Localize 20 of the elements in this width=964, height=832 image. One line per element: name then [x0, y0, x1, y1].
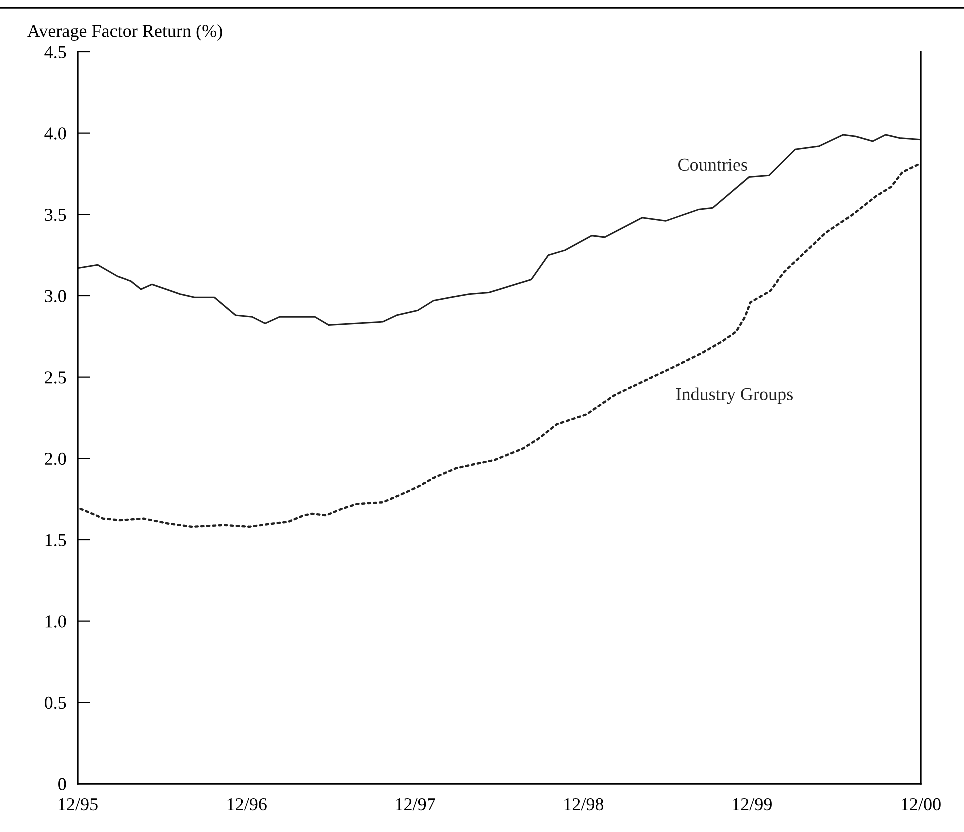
y-tick-label: 1.5 — [46, 534, 66, 547]
y-tick-label: 3.5 — [45, 208, 66, 222]
y-axis-title: Average Factor Return (%) — [28, 24, 222, 42]
y-tick-label: 1.0 — [46, 616, 66, 628]
y-tick-label: 2.5 — [45, 372, 66, 384]
y-tick-label: 4.0 — [44, 128, 66, 140]
y-tick-label: 3.0 — [45, 290, 66, 303]
x-tick-label: 12/95 — [59, 798, 98, 811]
y-tick-label: 2.0 — [45, 452, 66, 466]
x-tick-label: 12/98 — [564, 798, 604, 811]
series-label: Industry Groups — [676, 388, 793, 404]
line-series — [78, 134, 921, 326]
x-tick-label: 12/00 — [902, 798, 941, 811]
y-tick-label: 4.5 — [44, 46, 66, 59]
x-tick-label: 12/96 — [228, 798, 267, 811]
x-tick-label: 12/97 — [396, 798, 436, 811]
series-label: Countries — [678, 158, 748, 172]
x-tick-label: 12/99 — [733, 798, 772, 811]
y-tick-label: 0 — [58, 778, 66, 790]
y-tick-label: 0.5 — [45, 696, 66, 710]
